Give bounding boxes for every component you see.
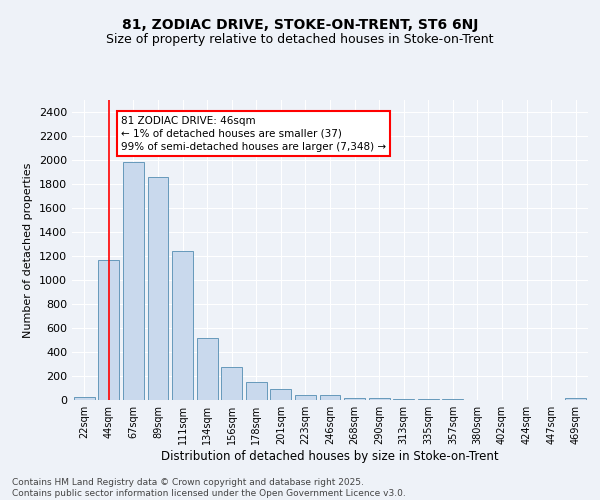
Bar <box>344 398 365 400</box>
Bar <box>197 338 218 400</box>
Bar <box>320 395 340 400</box>
Bar <box>172 251 193 400</box>
Bar <box>271 389 292 400</box>
Y-axis label: Number of detached properties: Number of detached properties <box>23 162 34 338</box>
Bar <box>368 398 389 400</box>
Text: 81 ZODIAC DRIVE: 46sqm
← 1% of detached houses are smaller (37)
99% of semi-deta: 81 ZODIAC DRIVE: 46sqm ← 1% of detached … <box>121 116 386 152</box>
Bar <box>98 260 119 400</box>
Text: 81, ZODIAC DRIVE, STOKE-ON-TRENT, ST6 6NJ: 81, ZODIAC DRIVE, STOKE-ON-TRENT, ST6 6N… <box>122 18 478 32</box>
Bar <box>74 397 95 400</box>
Bar <box>393 399 414 400</box>
Bar <box>246 382 267 400</box>
Text: Size of property relative to detached houses in Stoke-on-Trent: Size of property relative to detached ho… <box>106 32 494 46</box>
Bar <box>148 177 169 400</box>
Bar <box>565 398 586 400</box>
Bar <box>221 367 242 400</box>
Bar <box>123 162 144 400</box>
Bar <box>295 395 316 400</box>
X-axis label: Distribution of detached houses by size in Stoke-on-Trent: Distribution of detached houses by size … <box>161 450 499 463</box>
Text: Contains HM Land Registry data © Crown copyright and database right 2025.
Contai: Contains HM Land Registry data © Crown c… <box>12 478 406 498</box>
